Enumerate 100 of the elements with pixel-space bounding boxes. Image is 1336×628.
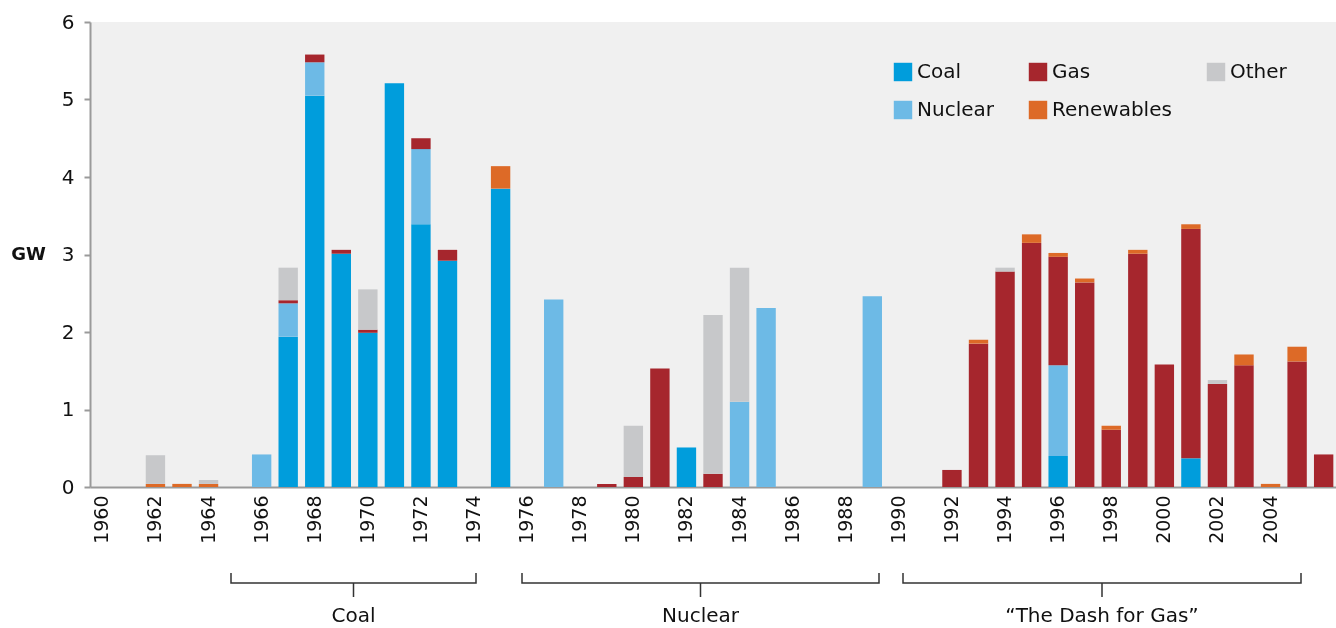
x-tick-label: 2000 [1152, 495, 1175, 544]
bar [703, 314, 723, 474]
bar [1048, 256, 1068, 366]
x-tick-label: 1968 [302, 495, 325, 544]
bar [1128, 249, 1148, 254]
x-tick-label: 1966 [249, 495, 272, 544]
y-axis-title: GW [11, 242, 46, 264]
bar [1021, 242, 1042, 487]
x-tick-label: 1974 [462, 495, 485, 544]
bar [1128, 253, 1148, 487]
bar [995, 271, 1015, 487]
text: “The Dash for Gas” [1005, 603, 1199, 627]
bar [411, 138, 431, 150]
bar [305, 95, 325, 487]
bar [1181, 458, 1201, 487]
x-tick-label: 1992 [939, 495, 962, 544]
bar [995, 267, 1015, 272]
x-tick-label: 1982 [674, 495, 697, 544]
bar [729, 267, 750, 402]
bar [278, 300, 298, 304]
bar [1207, 383, 1228, 487]
bar [437, 249, 458, 261]
bar [490, 166, 511, 189]
bar [1021, 234, 1042, 243]
legend-label: Coal [917, 59, 962, 83]
bar [437, 260, 458, 487]
bar [703, 473, 723, 487]
x-tick-label: 2004 [1258, 495, 1281, 544]
bar [278, 267, 298, 301]
bar [623, 476, 644, 487]
bar [172, 483, 192, 487]
bar [1287, 346, 1307, 362]
x-tick-label: 1998 [1099, 495, 1122, 544]
x-tick-label: 1972 [408, 495, 431, 544]
x-tick-label: 1980 [621, 495, 644, 544]
text: Nuclear [662, 603, 740, 627]
legend-label: Renewables [1052, 97, 1172, 121]
x-tick-label: 1962 [143, 495, 166, 544]
bar [358, 329, 378, 333]
bar [1101, 429, 1121, 487]
bar [1075, 282, 1095, 487]
bar [251, 454, 272, 487]
bar [623, 425, 644, 477]
x-tick-label: 1984 [727, 495, 750, 544]
x-tick-label: 1976 [515, 495, 538, 544]
bar [968, 339, 989, 344]
x-tick-label: 1970 [355, 495, 378, 544]
bar [1287, 361, 1307, 487]
bar [968, 343, 989, 487]
bar [1234, 354, 1254, 366]
bar [756, 307, 776, 487]
bar [145, 483, 166, 487]
bar [358, 289, 378, 330]
y-tick-label: 1 [61, 397, 75, 421]
bar [1154, 364, 1175, 487]
bar [411, 149, 431, 225]
bar [358, 332, 378, 487]
x-tick-label: 1990 [886, 495, 909, 544]
bar [278, 336, 298, 487]
bar [1207, 380, 1228, 384]
y-tick-label: 4 [61, 164, 75, 189]
legend-label: Other [1230, 59, 1288, 83]
bar [384, 83, 405, 487]
bar [331, 249, 351, 254]
bar [1048, 365, 1068, 456]
bar [278, 303, 298, 337]
bar [490, 188, 511, 487]
bar [676, 447, 697, 487]
bar [1181, 228, 1201, 459]
bar [942, 469, 962, 487]
bar [1234, 365, 1254, 487]
x-tick-label: 1988 [833, 495, 856, 544]
legend-label: Nuclear [917, 97, 995, 121]
x-tick-label: 1986 [780, 495, 803, 544]
bar [331, 253, 351, 487]
bar [650, 368, 670, 487]
x-tick-label: 2002 [1205, 495, 1228, 544]
bar [1313, 454, 1334, 487]
text: Coal [331, 603, 376, 627]
y-tick-label: 3 [61, 242, 75, 266]
bar [729, 401, 750, 487]
x-tick-label: 1964 [196, 495, 219, 544]
x-tick-label: 1978 [568, 495, 591, 544]
bar [544, 299, 564, 487]
y-tick-label: 5 [61, 87, 75, 111]
legend-label: Gas [1052, 59, 1091, 83]
y-tick-label: 0 [61, 474, 75, 499]
bar [1101, 425, 1121, 430]
y-tick-label: 2 [61, 319, 75, 344]
bar [1048, 456, 1068, 487]
bar [1181, 224, 1201, 229]
x-tick-label: 1996 [1046, 495, 1069, 544]
x-tick-label: 1994 [993, 495, 1016, 544]
bar [1260, 483, 1281, 487]
bar [305, 62, 325, 96]
bar [597, 483, 617, 487]
bar [1048, 252, 1068, 257]
bar [411, 224, 431, 487]
bar [145, 455, 166, 484]
x-tick-label: 1960 [90, 495, 113, 544]
